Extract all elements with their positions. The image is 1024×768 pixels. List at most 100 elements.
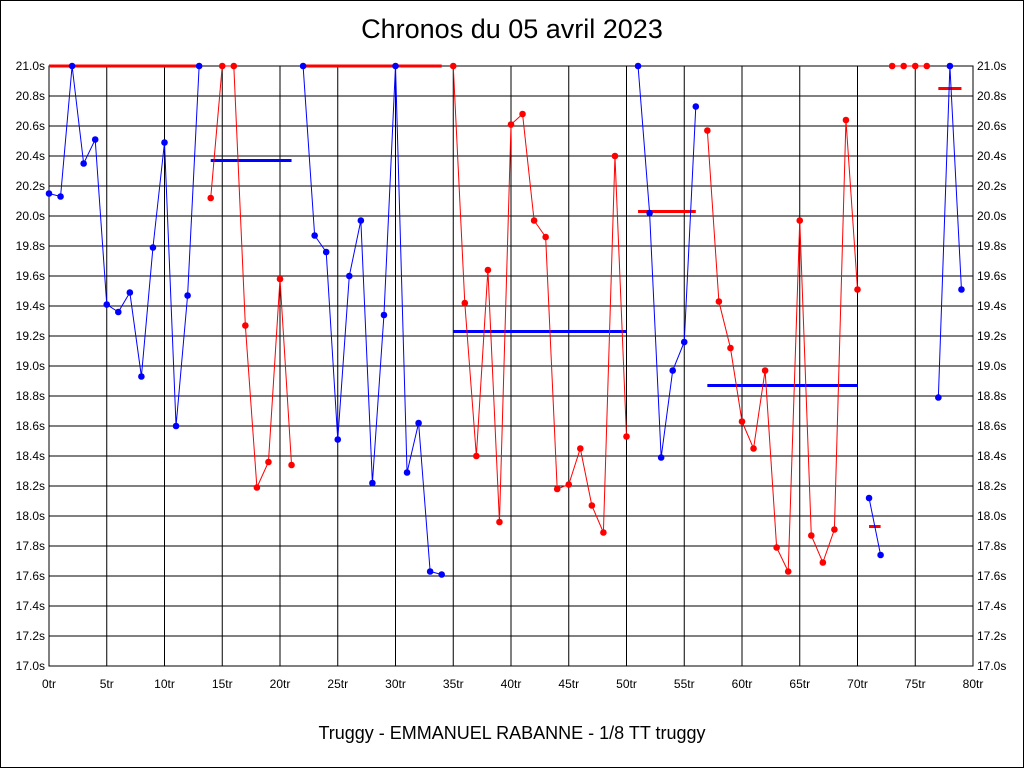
x-tick-label: 0tr [42,677,56,691]
data-point [242,322,249,329]
y-tick-label-left: 18.6s [16,419,45,433]
data-point [796,217,804,224]
data-point [392,62,399,70]
data-point [461,299,469,307]
y-tick-label-left: 20.8s [16,89,45,103]
x-tick-label: 5tr [100,677,114,691]
y-tick-label-right: 19.4s [977,299,1006,313]
y-tick-label-right: 20.8s [977,89,1006,103]
data-point [426,568,434,575]
x-tick-label: 30tr [385,677,406,691]
x-tick-label: 20tr [270,677,291,691]
data-point [380,311,388,319]
y-tick-label-right: 18.6s [977,419,1006,433]
data-point [149,244,157,251]
data-point [68,62,76,70]
data-point [727,344,734,352]
y-tick-label-right: 20.0s [977,209,1006,223]
data-point [45,190,53,197]
data-point [958,286,965,293]
y-tick-label-left: 17.0s [16,659,45,673]
series-line [637,65,697,458]
data-point [842,116,850,124]
data-point [542,233,549,241]
data-point [530,217,538,224]
data-point [888,62,896,70]
y-tick-label-right: 17.8s [977,539,1006,553]
data-point [322,248,330,256]
data-point [207,194,214,202]
data-point [854,286,861,293]
data-point [403,469,411,476]
data-point [784,568,792,575]
data-point [80,160,87,167]
data-point [761,367,769,374]
data-point [680,338,688,346]
y-tick-label-left: 18.8s [16,389,45,403]
y-tick-label-right: 19.8s [977,239,1006,253]
y-tick-label-left: 19.0s [16,359,45,373]
y-tick-label-left: 21.0s [16,59,45,73]
y-tick-label-left: 19.4s [16,299,45,313]
y-tick-label-right: 21.0s [977,59,1006,73]
series-line [302,65,442,575]
data-point [946,62,954,70]
data-point [126,289,134,296]
data-point [57,193,64,200]
series-line [937,65,962,398]
y-tick-label-right: 18.4s [977,449,1006,463]
y-tick-label-left: 20.4s [16,149,45,163]
y-tick-label-left: 17.8s [16,539,45,553]
y-tick-label-left: 18.2s [16,479,45,493]
y-tick-label-right: 17.2s [977,629,1006,643]
x-tick-label: 35tr [443,677,464,691]
data-point [519,110,526,118]
chart-title: Chronos du 05 avril 2023 [361,14,663,44]
data-point [611,152,619,160]
data-point [496,518,503,526]
data-point [623,433,630,440]
data-point [900,62,907,70]
data-point [565,481,573,488]
data-point [923,62,931,70]
data-point [230,62,238,70]
data-point [588,502,596,509]
data-point [161,139,168,146]
data-point [184,292,191,299]
y-tick-label-right: 18.8s [977,389,1006,403]
data-point [657,454,665,461]
x-axis-ticks: 0tr 5tr 10tr 15tr 20tr 25tr 30tr 35tr 40tr 45tr 50… [42,677,983,691]
data-point [276,275,284,283]
x-tick-label: 55tr [674,677,695,691]
y-tick-label-left: 19.6s [16,269,45,283]
data-point [553,485,561,493]
data-point [935,394,942,401]
y-tick-label-left: 18.4s [16,449,45,463]
y-tick-label-right: 18.0s [977,509,1006,523]
y-tick-label-right: 19.0s [977,359,1006,373]
data-point [357,217,365,224]
x-tick-label: 70tr [847,677,868,691]
x-tick-label: 10tr [154,677,175,691]
data-point [819,559,827,566]
data-point [311,232,318,239]
data-point [704,127,711,134]
x-tick-label: 45tr [558,677,579,691]
data-point [334,436,342,443]
y-tick-label-right: 17.6s [977,569,1006,583]
data-point [911,62,919,70]
data-point [692,103,700,110]
x-tick-label: 15tr [212,677,233,691]
series-line [868,497,882,556]
y-tick-label-right: 20.2s [977,179,1006,193]
data-point [299,62,307,70]
x-tick-label: 80tr [963,677,984,691]
y-tick-label-right: 19.2s [977,329,1006,343]
data-point [634,62,642,70]
data-point [253,484,261,491]
data-point [438,571,446,578]
data-point [646,209,653,217]
data-point [265,458,272,466]
y-tick-label-left: 20.6s [16,119,45,133]
series-line [452,65,627,533]
